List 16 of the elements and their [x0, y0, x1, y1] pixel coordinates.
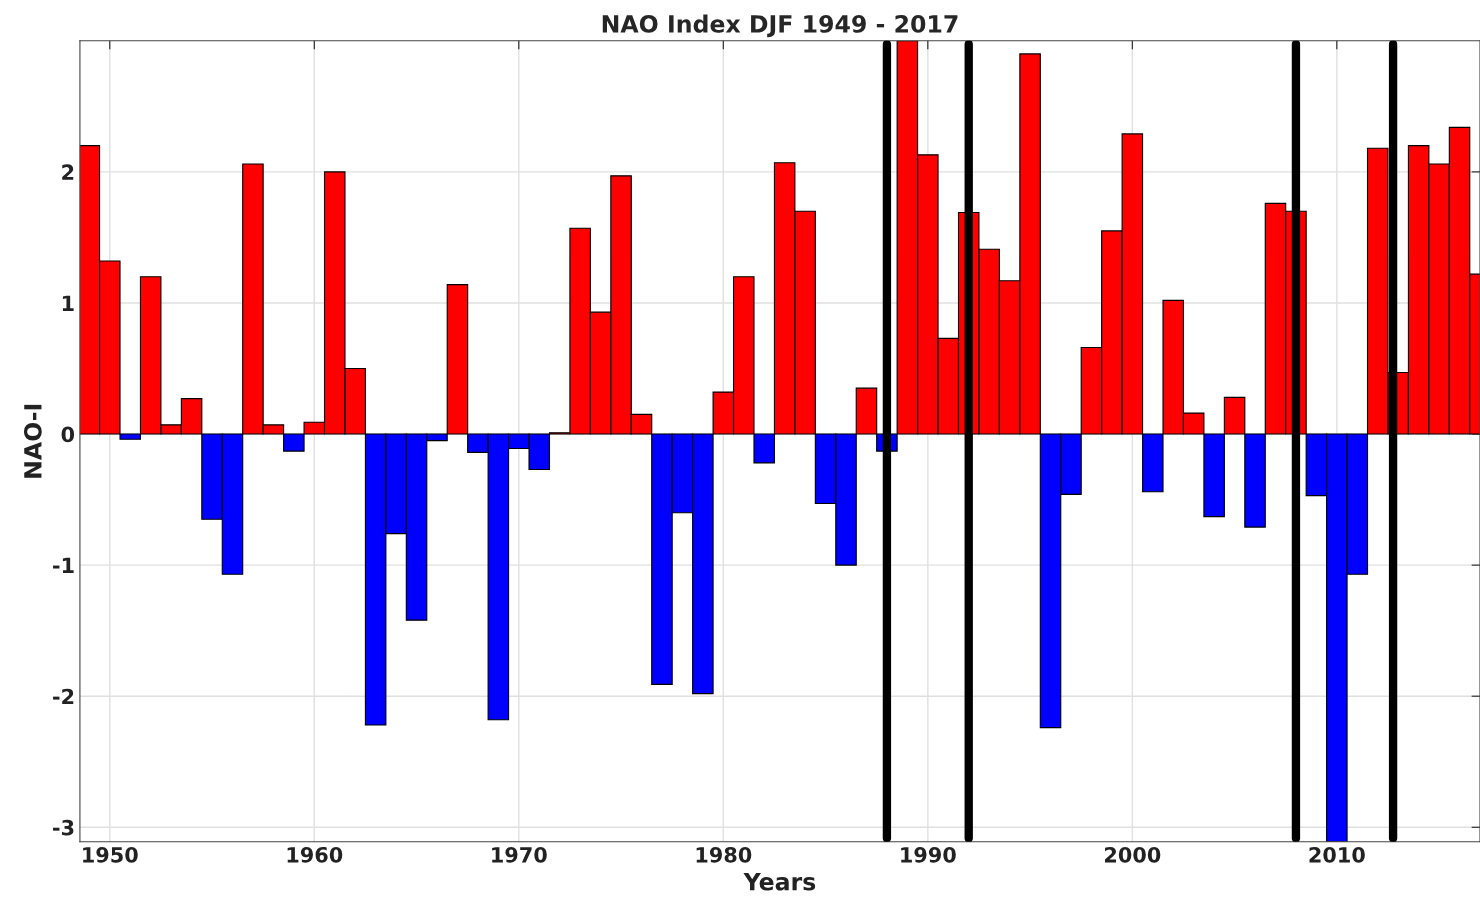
- y-tick-label: 2: [62, 164, 74, 180]
- y-tick-label: 1: [62, 295, 74, 311]
- y-axis-title: NAO-I: [23, 404, 42, 478]
- x-tick-label: 1960: [287, 846, 343, 863]
- x-tick-label: 1950: [83, 846, 138, 863]
- x-tick-label: 1990: [901, 846, 956, 863]
- y-tick-label: -3: [53, 819, 74, 836]
- y-tick-label: 0: [61, 426, 75, 443]
- x-axis-title: Years: [743, 873, 816, 891]
- y-tick-label: -2: [53, 688, 74, 705]
- y-tick-label: -1: [53, 557, 74, 574]
- chart-title: NAO Index DJF 1949 - 2017: [602, 14, 958, 38]
- x-tick-label: 2010: [1309, 846, 1365, 863]
- x-tick-label: 2000: [1104, 846, 1161, 863]
- x-tick-label: 1980: [696, 846, 752, 863]
- x-tick-label: 1970: [492, 846, 547, 863]
